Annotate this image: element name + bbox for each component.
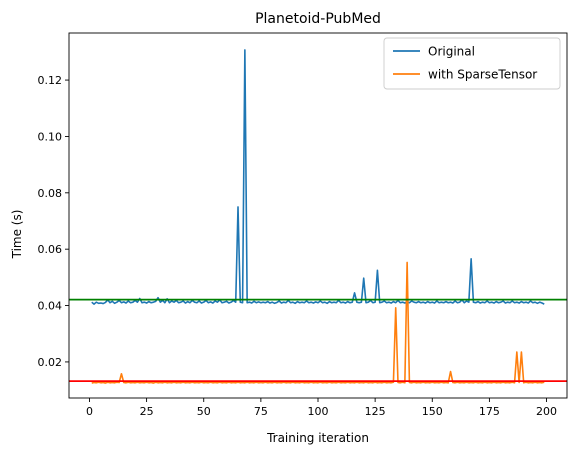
x-tick-label-4: 100 [308,405,329,418]
x-tick-label-6: 150 [422,405,443,418]
y-tick-label-5: 0.12 [38,74,63,87]
legend: Original with SparseTensor [383,37,561,90]
x-axis: 0 25 50 75 100 125 150 175 200 [86,398,557,418]
x-tick-label-7: 175 [479,405,500,418]
x-tick-label-0: 0 [86,405,93,418]
legend-box [383,37,561,90]
plot-frame [68,32,568,399]
y-tick-label-0: 0.02 [38,356,63,369]
y-tick-label-4: 0.10 [38,130,63,143]
reference-lines [69,298,567,382]
legend-label-sparsetensor: with SparseTensor [428,68,537,82]
x-tick-label-2: 50 [197,405,211,418]
x-tick-label-3: 75 [254,405,268,418]
y-axis-label: Time (s) [10,210,24,260]
y-axis: 0.02 0.04 0.06 0.08 0.10 0.12 [38,74,69,369]
x-axis-label: Training iteration [266,431,369,445]
y-tick-label-2: 0.06 [38,243,63,256]
chart-title: Planetoid-PubMed [255,11,381,27]
x-tick-label-5: 125 [365,405,386,418]
y-tick-label-1: 0.04 [38,300,63,313]
x-tick-label-8: 200 [536,405,557,418]
plot-area [69,33,567,398]
x-tick-label-1: 25 [140,405,154,418]
series-line-1 [91,261,545,384]
legend-label-original: Original [428,45,475,59]
y-tick-label-3: 0.08 [38,187,63,200]
